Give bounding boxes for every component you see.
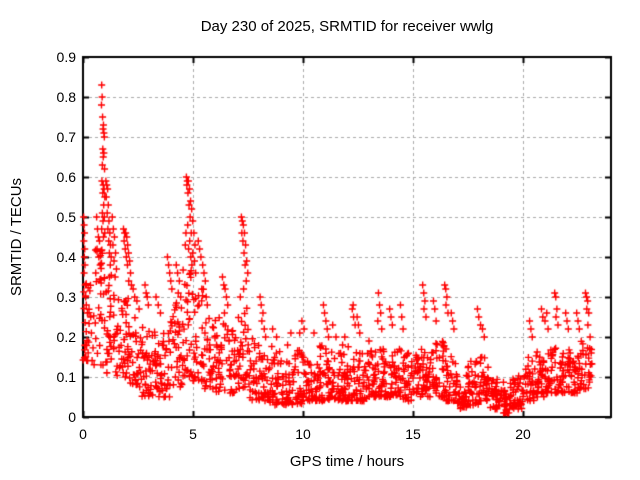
y-tick-label: 0.7 bbox=[56, 129, 76, 145]
x-tick-label: 0 bbox=[79, 426, 87, 442]
y-axis-label: SRMTID / TECUs bbox=[8, 177, 25, 297]
x-tick-label: 5 bbox=[189, 426, 197, 442]
x-tick-label: 20 bbox=[515, 426, 531, 442]
x-tick-label: 10 bbox=[295, 426, 311, 442]
y-tick-label: 0.3 bbox=[56, 289, 76, 305]
y-tick-label: 0.6 bbox=[56, 169, 76, 185]
y-tick-label: 0.1 bbox=[56, 369, 76, 385]
y-tick-label: 0.4 bbox=[56, 249, 76, 265]
y-tick-label: 0.8 bbox=[56, 89, 76, 105]
y-tick-label: 0.2 bbox=[56, 329, 76, 345]
x-axis-label: GPS time / hours bbox=[289, 453, 405, 470]
y-tick-label: 0 bbox=[68, 409, 76, 425]
y-tick-label: 0.9 bbox=[56, 49, 76, 65]
chart-title: Day 230 of 2025, SRMTID for receiver wwl… bbox=[200, 18, 494, 35]
y-tick-label: 0.5 bbox=[56, 209, 76, 225]
x-tick-label: 15 bbox=[405, 426, 421, 442]
